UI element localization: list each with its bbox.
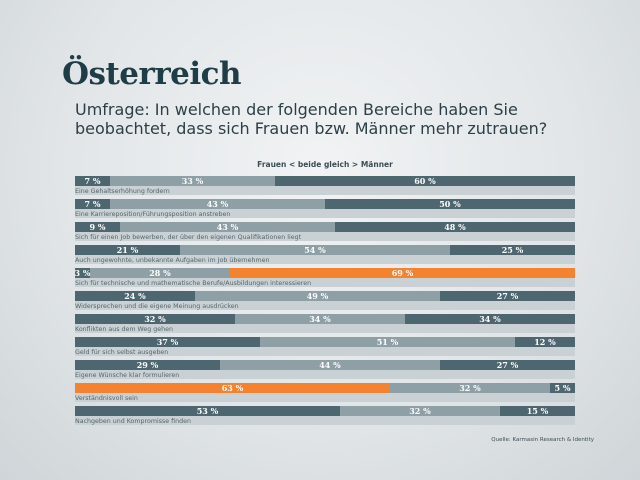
category-label: Nachgeben und Kompromisse finden: [75, 418, 191, 425]
label-band: [75, 278, 575, 287]
bar-segment-beide-gleich: [90, 268, 230, 278]
bar-segment-maenner: [440, 360, 575, 370]
bar-segment-frauen: [75, 245, 180, 255]
data-label: 32 %: [409, 406, 431, 416]
bar-segment-maenner: [230, 268, 575, 278]
category-label: Widersprechen und die eigene Meinung aus…: [75, 303, 239, 310]
bar-segment-frauen: [75, 360, 220, 370]
data-label: 25 %: [502, 245, 524, 255]
category-label: Eine Gehaltserhöhung fordern: [75, 188, 170, 195]
data-label: 33 %: [182, 176, 204, 186]
data-label: 49 %: [307, 291, 329, 301]
bar-segment-beide-gleich: [180, 245, 450, 255]
bar-segment-beide-gleich: [340, 406, 500, 416]
category-label: Eigene Wünsche klar formulieren: [75, 372, 179, 379]
bar-segment-maenner: [405, 314, 575, 324]
data-label: 7 %: [85, 199, 101, 209]
label-band: [75, 416, 575, 425]
label-band: [75, 186, 575, 195]
data-label: 27 %: [497, 360, 519, 370]
data-label: 50 %: [439, 199, 461, 209]
data-label: 5 %: [555, 383, 571, 393]
data-label: 43 %: [207, 199, 229, 209]
data-label: 54 %: [304, 245, 326, 255]
category-label: Auch ungewohnte, unbekannte Aufgaben im …: [75, 257, 270, 264]
data-label: 63 %: [222, 383, 244, 393]
bar-segment-maenner: [515, 337, 575, 347]
data-label: 37 %: [157, 337, 179, 347]
legend-text: Frauen < beide gleich > Männer: [257, 160, 393, 169]
data-label: 32 %: [144, 314, 166, 324]
data-label: 34 %: [479, 314, 501, 324]
chart-title: Österreich: [62, 56, 242, 92]
data-label: 48 %: [444, 222, 466, 232]
data-label: 28 %: [149, 268, 171, 278]
data-label: 43 %: [217, 222, 239, 232]
data-label: 51 %: [377, 337, 399, 347]
bar-segment-frauen: [75, 268, 90, 278]
category-label: Eine Karriereposition/Führungsposition a…: [75, 211, 230, 218]
bar-segment-beide-gleich: [390, 383, 550, 393]
category-label: Sich für einen Job bewerben, der über de…: [75, 234, 302, 241]
data-label: 69 %: [392, 268, 414, 278]
bar-segment-beide-gleich: [235, 314, 405, 324]
bar-segment-beide-gleich: [220, 360, 440, 370]
label-band: [75, 393, 575, 402]
data-label: 21 %: [117, 245, 139, 255]
data-label: 32 %: [459, 383, 481, 393]
label-band: [75, 347, 575, 356]
bar-segment-maenner: [275, 176, 575, 186]
data-label: 27 %: [497, 291, 519, 301]
bar-segment-frauen: [75, 176, 110, 186]
category-label: Geld für sich selbst ausgeben: [75, 349, 168, 356]
label-band: [75, 301, 575, 310]
label-band: [75, 324, 575, 333]
bar-segment-maenner: [500, 406, 575, 416]
bar-segment-frauen: [75, 383, 390, 393]
label-band: [75, 209, 575, 218]
bar-segment-beide-gleich: [195, 291, 440, 301]
bar-segment-maenner: [450, 245, 575, 255]
bar-segment-frauen: [75, 199, 110, 209]
label-band: [75, 255, 575, 264]
data-label: 9 %: [90, 222, 106, 232]
bar-segment-maenner: [335, 222, 575, 232]
data-label: 34 %: [309, 314, 331, 324]
bar-segment-maenner: [440, 291, 575, 301]
bar-segment-maenner: [550, 383, 575, 393]
bar-segment-beide-gleich: [110, 199, 325, 209]
data-label: 24 %: [124, 291, 146, 301]
category-label: Verständnisvoll sein: [75, 395, 138, 402]
data-label: 15 %: [527, 406, 549, 416]
data-label: 3 %: [75, 268, 91, 278]
label-band: [75, 370, 575, 379]
bar-segment-frauen: [75, 337, 260, 347]
chart-subtitle: Umfrage: In welchen der folgenden Bereic…: [75, 100, 548, 138]
bar-segment-frauen: [75, 406, 340, 416]
data-label: 60 %: [414, 176, 436, 186]
category-label: Sich für technische und mathematische Be…: [75, 280, 311, 287]
source-note: Quelle: Karmasin Research & Identity: [491, 437, 594, 443]
bar-segment-beide-gleich: [110, 176, 275, 186]
data-label: 29 %: [137, 360, 159, 370]
bar-segment-maenner: [325, 199, 575, 209]
data-label: 53 %: [197, 406, 219, 416]
bar-segment-beide-gleich: [260, 337, 515, 347]
label-band: [75, 232, 575, 241]
bar-segment-frauen: [75, 314, 235, 324]
bar-segment-beide-gleich: [120, 222, 335, 232]
category-label: Konflikten aus dem Weg gehen: [75, 326, 173, 333]
bar-segment-frauen: [75, 291, 195, 301]
data-label: 12 %: [534, 337, 556, 347]
bar-segment-frauen: [75, 222, 120, 232]
data-label: 7 %: [85, 176, 101, 186]
data-label: 44 %: [319, 360, 341, 370]
